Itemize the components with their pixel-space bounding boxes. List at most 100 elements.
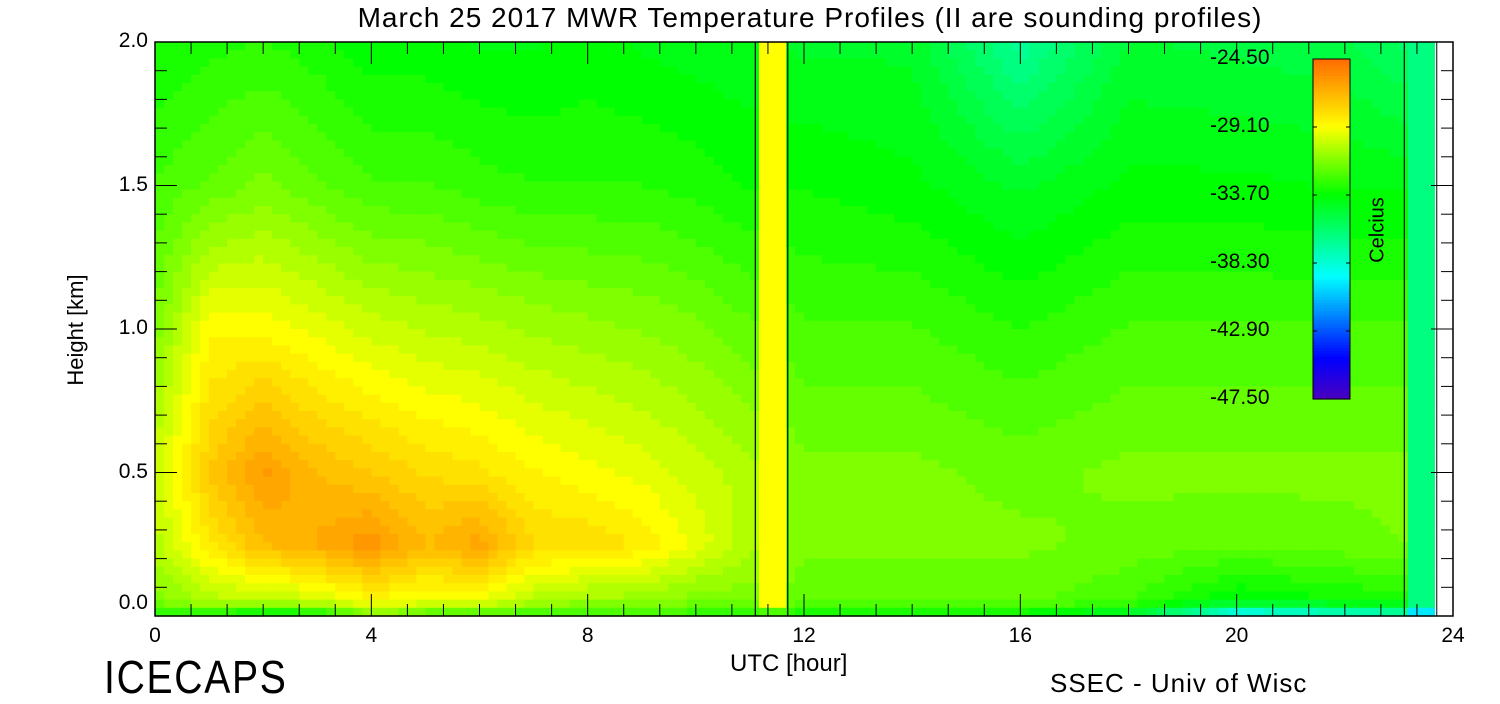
heatmap-cell [1218, 206, 1229, 215]
heatmap-cell [831, 99, 841, 109]
heatmap-cell [1155, 58, 1166, 68]
heatmap-cell [479, 58, 490, 68]
heatmap-cell [813, 197, 823, 207]
heatmap-cell [740, 83, 751, 92]
heatmap-cell [695, 230, 706, 240]
heatmap-cell [1002, 58, 1012, 68]
heatmap-cell [587, 279, 598, 289]
heatmap-cell [335, 140, 345, 150]
heatmap-cell [632, 107, 643, 117]
heatmap-cell [515, 115, 526, 125]
heatmap-cell [840, 83, 850, 92]
heatmap-cell [1011, 115, 1021, 125]
heatmap-cell [182, 140, 192, 150]
heatmap-cell [1083, 83, 1094, 92]
heatmap-cell [578, 263, 589, 273]
heatmap-cell [1416, 58, 1427, 68]
heatmap-cell [173, 83, 183, 92]
heatmap-cell [1200, 74, 1211, 84]
heatmap-cell [506, 296, 517, 305]
heatmap-cell [488, 132, 499, 141]
heatmap-cell [1389, 288, 1400, 297]
heatmap-cell [1119, 296, 1130, 305]
heatmap-cell [326, 132, 336, 141]
heatmap-cell [1209, 247, 1220, 256]
heatmap-cell [1362, 271, 1373, 281]
heatmap-cell [677, 263, 688, 273]
heatmap-cell [362, 42, 372, 51]
heatmap-cell [515, 148, 526, 158]
heatmap-cell [1128, 230, 1139, 240]
heatmap-cell [488, 296, 499, 305]
heatmap-cell [677, 50, 688, 59]
heatmap-cell [1326, 50, 1337, 59]
heatmap-cell [335, 124, 345, 133]
heatmap-cell [605, 58, 616, 68]
heatmap-cell [966, 296, 976, 305]
heatmap-cell [731, 312, 742, 322]
heatmap-cell [569, 58, 580, 68]
heatmap-cell [1245, 255, 1256, 264]
heatmap-cell [975, 255, 985, 264]
heatmap-cell [272, 58, 282, 68]
heatmap-cell [1299, 91, 1310, 100]
heatmap-cell [1182, 66, 1193, 76]
heatmap-cell [1272, 115, 1283, 125]
heatmap-cell [362, 238, 372, 248]
heatmap-cell [668, 296, 679, 305]
heatmap-cell [254, 66, 264, 76]
heatmap-cell [1119, 214, 1130, 223]
heatmap-cell [713, 279, 724, 289]
heatmap-cell [155, 83, 165, 92]
heatmap-cell [1110, 132, 1121, 141]
heatmap-cell [587, 107, 598, 117]
heatmap-cell [326, 238, 336, 248]
heatmap-cell [822, 156, 832, 166]
heatmap-cell [713, 263, 724, 273]
heatmap-cell [1020, 148, 1030, 158]
heatmap-cell [497, 181, 508, 191]
heatmap-cell [813, 206, 823, 215]
heatmap-cell [740, 91, 751, 100]
heatmap-cell [443, 222, 454, 232]
heatmap-cell [443, 197, 454, 207]
heatmap-cell [200, 263, 210, 273]
heatmap-cell [308, 288, 318, 297]
heatmap-cell [191, 312, 201, 322]
heatmap-cell [578, 296, 589, 305]
heatmap-cell [876, 50, 886, 59]
heatmap-cell [1236, 165, 1247, 174]
heatmap-cell [1416, 206, 1427, 215]
heatmap-cell [677, 107, 688, 117]
heatmap-cell [218, 247, 228, 256]
heatmap-cell [443, 132, 454, 141]
heatmap-cell [767, 255, 778, 264]
heatmap-cell [416, 124, 427, 133]
heatmap-cell [1290, 197, 1301, 207]
heatmap-cell [948, 320, 958, 330]
heatmap-cell [560, 83, 571, 92]
heatmap-cell [470, 124, 481, 133]
heatmap-cell [506, 312, 517, 322]
heatmap-cell [1425, 255, 1436, 264]
heatmap-cell [885, 42, 895, 51]
heatmap-cell [461, 296, 472, 305]
heatmap-cell [984, 304, 994, 314]
heatmap-cell [1029, 189, 1039, 199]
heatmap-cell [650, 197, 661, 207]
heatmap-cell [1371, 132, 1382, 141]
heatmap-cell [948, 247, 958, 256]
heatmap-cell [470, 214, 481, 223]
heatmap-cell [596, 263, 607, 273]
heatmap-cell [993, 83, 1003, 92]
heatmap-cell [948, 288, 958, 297]
heatmap-cell [1416, 222, 1427, 232]
heatmap-cell [876, 156, 886, 166]
heatmap-cell [939, 124, 949, 133]
heatmap-cell [218, 165, 228, 174]
heatmap-cell [1200, 99, 1211, 109]
heatmap-cell [164, 74, 174, 84]
heatmap-cell [1299, 279, 1310, 289]
heatmap-cell [858, 255, 868, 264]
heatmap-cell [1182, 173, 1193, 182]
